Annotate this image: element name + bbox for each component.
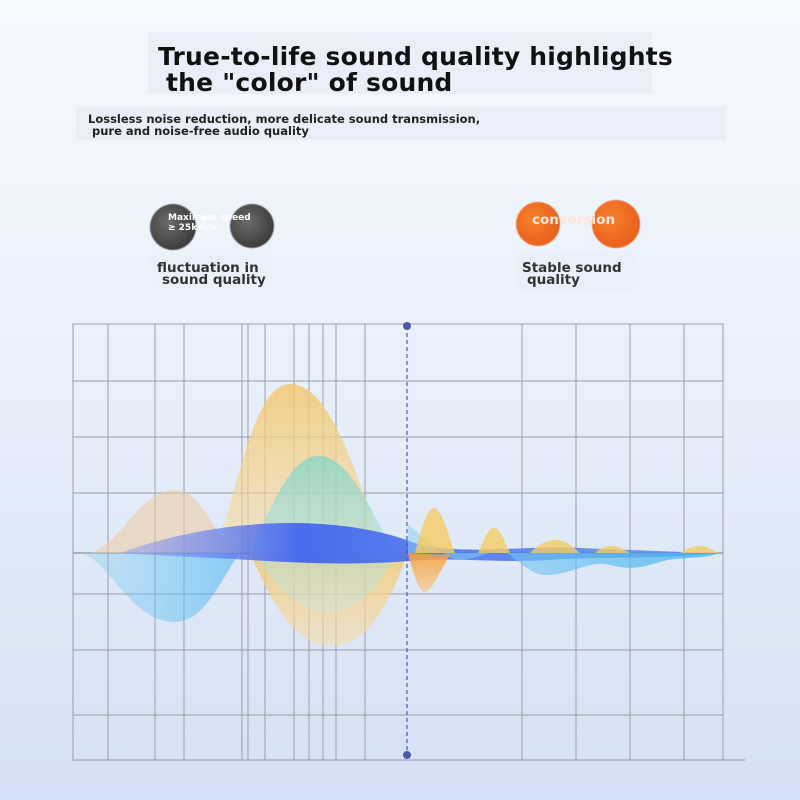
headline-line-2: the "color" of sound: [166, 68, 453, 97]
right-badge-text: conversion: [532, 212, 616, 228]
left-badge-caption-backdrop: [150, 255, 272, 289]
subheadline-backdrop: [76, 106, 726, 140]
left-badge-caption: fluctuation in sound quality: [157, 260, 266, 288]
left-badge-text-line-1: Maximum speed: [168, 213, 251, 223]
wave-orange-trough: [408, 553, 450, 592]
headline-backdrop: [148, 32, 652, 94]
right-badge-caption-line-2: quality: [527, 272, 580, 288]
subheadline: Lossless noise reduction, more delicate …: [88, 113, 480, 137]
right-badge-caption-backdrop: [516, 254, 638, 292]
marker-dot-top: [403, 322, 411, 330]
wave-gold-ripples: [415, 508, 718, 553]
right-badge-bubble-a: [516, 202, 560, 246]
left-badge-text-line-2: ≥ 25km/h: [168, 223, 217, 233]
left-badge-caption-line-2: sound quality: [162, 272, 266, 288]
right-badge-caption-line-1: Stable sound: [522, 260, 622, 276]
left-badge-bubble-a: [150, 204, 196, 250]
marker-dot-bottom: [403, 751, 411, 759]
headline-line-1: True-to-life sound quality highlights: [158, 42, 673, 71]
subheadline-line-1: Lossless noise reduction, more delicate …: [88, 112, 481, 126]
wave-sky-right: [408, 525, 720, 576]
left-badge-text: Maximum speed ≥ 25km/h: [168, 213, 251, 233]
grid-frame: [72, 323, 724, 761]
headline: True-to-life sound quality highlights th…: [158, 44, 673, 96]
left-badge-caption-line-1: fluctuation in: [157, 260, 259, 276]
wave-sky-left-dip: [80, 553, 240, 622]
left-badge-bubble-b: [230, 204, 274, 248]
right-badge-bubble-b: [592, 200, 640, 248]
subheadline-line-2: pure and noise-free audio quality: [92, 124, 309, 138]
right-badge-caption: Stable sound quality: [522, 260, 622, 288]
